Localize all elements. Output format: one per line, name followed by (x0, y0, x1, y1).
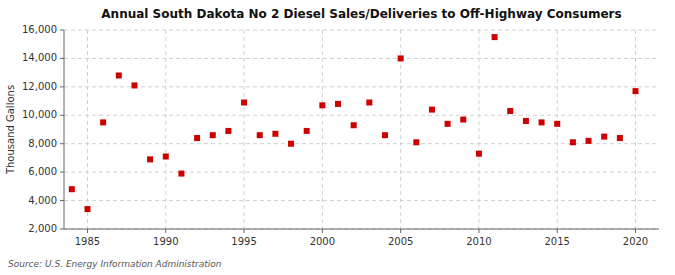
point (570, 139, 576, 145)
tick-label-x: 2010 (466, 236, 491, 247)
point (601, 134, 607, 140)
point (492, 34, 498, 40)
grid-line-y (64, 172, 659, 173)
point (554, 121, 560, 127)
tick-y (60, 229, 64, 230)
grid-line-x (557, 30, 558, 229)
grid-line-x (478, 30, 479, 229)
tick-y (60, 30, 64, 31)
tick-label-y: 10,000 (22, 109, 57, 120)
tick-x (635, 229, 636, 233)
grid-line-y (64, 229, 659, 230)
point (460, 117, 466, 123)
point (523, 118, 529, 124)
grid-line-y (64, 86, 659, 87)
point (178, 171, 184, 177)
tick-x (478, 229, 479, 233)
grid-line-y (64, 30, 659, 31)
point (210, 132, 216, 138)
point (194, 135, 200, 141)
point (257, 132, 263, 138)
title: Annual South Dakota No 2 Diesel Sales/De… (101, 7, 621, 21)
point (445, 121, 451, 127)
tick-label-x: 1985 (75, 236, 100, 247)
point (413, 139, 419, 145)
tick-y (60, 143, 64, 144)
tick-x (165, 229, 166, 233)
tick-label-y: 12,000 (22, 81, 57, 92)
point (335, 101, 341, 107)
point (304, 128, 310, 134)
tick-label-x: 1990 (153, 236, 178, 247)
point (351, 122, 357, 128)
tick-label-x: 2020 (623, 236, 648, 247)
point (617, 135, 623, 141)
tick-label-x: 2005 (388, 236, 413, 247)
axis-x (64, 229, 659, 230)
point (131, 82, 137, 88)
point (633, 88, 639, 94)
point (319, 102, 325, 108)
point (241, 99, 247, 105)
point (225, 128, 231, 134)
point (163, 154, 169, 160)
chart: 2,000 4,000 6,000 8,000 10,000 12,000 14,000 16… (0, 0, 675, 275)
tick-x (87, 229, 88, 233)
point (366, 99, 372, 105)
tick-label-y: 4,000 (28, 195, 57, 206)
tick-y (60, 115, 64, 116)
grid-line-x (165, 30, 166, 229)
point (539, 119, 545, 125)
tick-y (60, 172, 64, 173)
grid (64, 30, 659, 229)
point (429, 107, 435, 113)
point (272, 131, 278, 137)
grid-line-x (87, 30, 88, 229)
tick-x (557, 229, 558, 233)
annotation: Source: U.S. Energy Information Administ… (8, 259, 222, 269)
tick-label-y: 16,000 (22, 24, 57, 35)
tick-label-x: 2000 (310, 236, 335, 247)
point (476, 151, 482, 157)
point (84, 206, 90, 212)
tick-label-x: 2015 (544, 236, 569, 247)
tick-label-y: 2,000 (28, 223, 57, 234)
point (147, 156, 153, 162)
point (382, 132, 388, 138)
point (100, 119, 106, 125)
point (586, 138, 592, 144)
tick-y (60, 200, 64, 201)
tick-y (60, 58, 64, 59)
tick-label-y: 14,000 (22, 52, 57, 63)
y-axis-label: Thousand Gallons (5, 85, 16, 175)
grid-line-x (635, 30, 636, 229)
tick-label-y: 6,000 (28, 166, 57, 177)
tick-label-y: 8,000 (28, 138, 57, 149)
grid-line-x (244, 30, 245, 229)
tick-x (244, 229, 245, 233)
point (116, 72, 122, 78)
grid-line-y (64, 200, 659, 201)
tick-x (322, 229, 323, 233)
grid-line-x (322, 30, 323, 229)
tick-y (60, 86, 64, 87)
grid-line-y (64, 143, 659, 144)
point (288, 141, 294, 147)
tick-x (400, 229, 401, 233)
axis-y (64, 30, 65, 229)
points (69, 34, 639, 212)
tick-label-x: 1995 (231, 236, 256, 247)
grid-line-y (64, 58, 659, 59)
point (398, 55, 404, 61)
axes: 2,000 4,000 6,000 8,000 10,000 12,000 14,000 16… (22, 24, 659, 247)
grid-line-y (64, 115, 659, 116)
point (507, 108, 513, 114)
point (69, 186, 75, 192)
